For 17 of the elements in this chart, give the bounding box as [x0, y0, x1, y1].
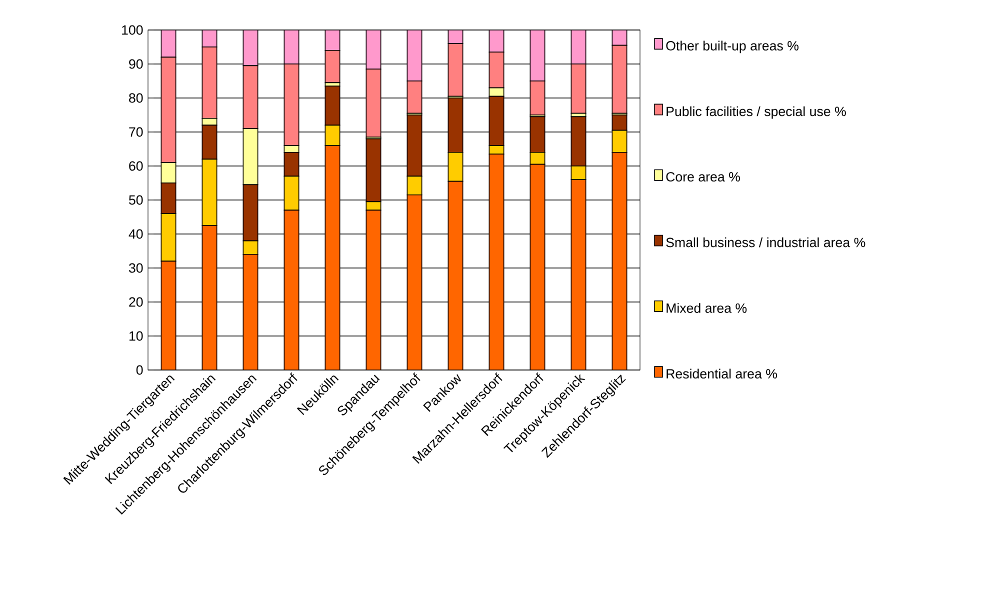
- y-tick-label: 40: [128, 229, 143, 239]
- y-tick-label: 20: [129, 297, 143, 307]
- y-tick-label: 70: [129, 127, 143, 137]
- y-tick-label: 0: [136, 365, 143, 375]
- legend-label: Public facilities / special use %: [666, 106, 846, 119]
- y-tick-label: 100: [122, 25, 143, 35]
- legend-label: Small business / industrial area %: [666, 237, 866, 248]
- y-tick-label: 10: [129, 331, 143, 341]
- legend-label: Mixed area %: [666, 303, 747, 313]
- y-tick-label: 50: [129, 195, 143, 205]
- y-tick-label: 80: [129, 93, 143, 103]
- legend-label: Residential area %: [666, 368, 778, 379]
- y-tick-label: 90: [129, 59, 143, 69]
- y-tick-label: 30: [128, 263, 143, 273]
- legend-label: Other built-up areas %: [666, 40, 798, 54]
- legend-label: Core area %: [666, 172, 740, 182]
- y-tick-label: 60: [129, 161, 143, 171]
